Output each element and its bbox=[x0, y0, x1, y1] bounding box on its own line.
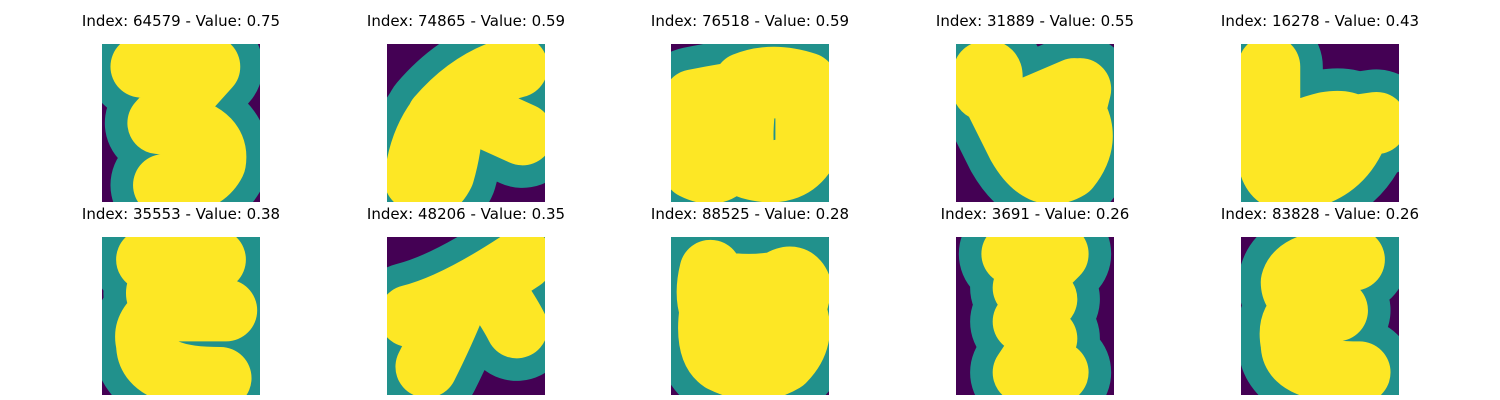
epsilon-glyph bbox=[102, 237, 260, 395]
panel-title: Index: 88525 - Value: 0.28 bbox=[650, 205, 850, 223]
panel-title: Index: 83828 - Value: 0.26 bbox=[1220, 205, 1420, 223]
stroke-glyph bbox=[387, 44, 545, 202]
panel-title: Index: 3691 - Value: 0.26 bbox=[940, 205, 1130, 223]
panel-7: Index: 48206 - Value: 0.35 bbox=[336, 203, 596, 395]
open-loop-glyph bbox=[671, 237, 829, 395]
panel-1: Index: 64579 - Value: 0.75 bbox=[51, 10, 311, 202]
panel-8: Index: 88525 - Value: 0.28 bbox=[620, 203, 880, 395]
panel-title: Index: 16278 - Value: 0.43 bbox=[1220, 12, 1420, 30]
zigzag-glyph bbox=[956, 237, 1114, 395]
panel-6: Index: 35553 - Value: 0.38 bbox=[51, 203, 311, 395]
panel-5: Index: 16278 - Value: 0.43 bbox=[1190, 10, 1450, 202]
panel-title: Index: 76518 - Value: 0.59 bbox=[650, 12, 850, 30]
b-like-glyph bbox=[1241, 44, 1399, 202]
panel-10: Index: 83828 - Value: 0.26 bbox=[1190, 203, 1450, 395]
double-loop-glyph bbox=[671, 44, 829, 202]
digit-3-glyph bbox=[102, 44, 260, 202]
panel-title: Index: 64579 - Value: 0.75 bbox=[81, 12, 281, 30]
panel-9: Index: 3691 - Value: 0.26 bbox=[905, 203, 1165, 395]
panel-2: Index: 74865 - Value: 0.59 bbox=[336, 10, 596, 202]
hooked-loop-glyph bbox=[956, 44, 1114, 202]
panel-title: Index: 48206 - Value: 0.35 bbox=[366, 205, 566, 223]
panel-title: Index: 31889 - Value: 0.55 bbox=[935, 12, 1135, 30]
panel-3: Index: 76518 - Value: 0.59 bbox=[620, 10, 880, 202]
panel-title: Index: 74865 - Value: 0.59 bbox=[366, 12, 566, 30]
panel-4: Index: 31889 - Value: 0.55 bbox=[905, 10, 1165, 202]
panel-title: Index: 35553 - Value: 0.38 bbox=[81, 205, 281, 223]
reversed-3-glyph bbox=[1241, 237, 1399, 395]
cross-stroke-glyph bbox=[387, 237, 545, 395]
